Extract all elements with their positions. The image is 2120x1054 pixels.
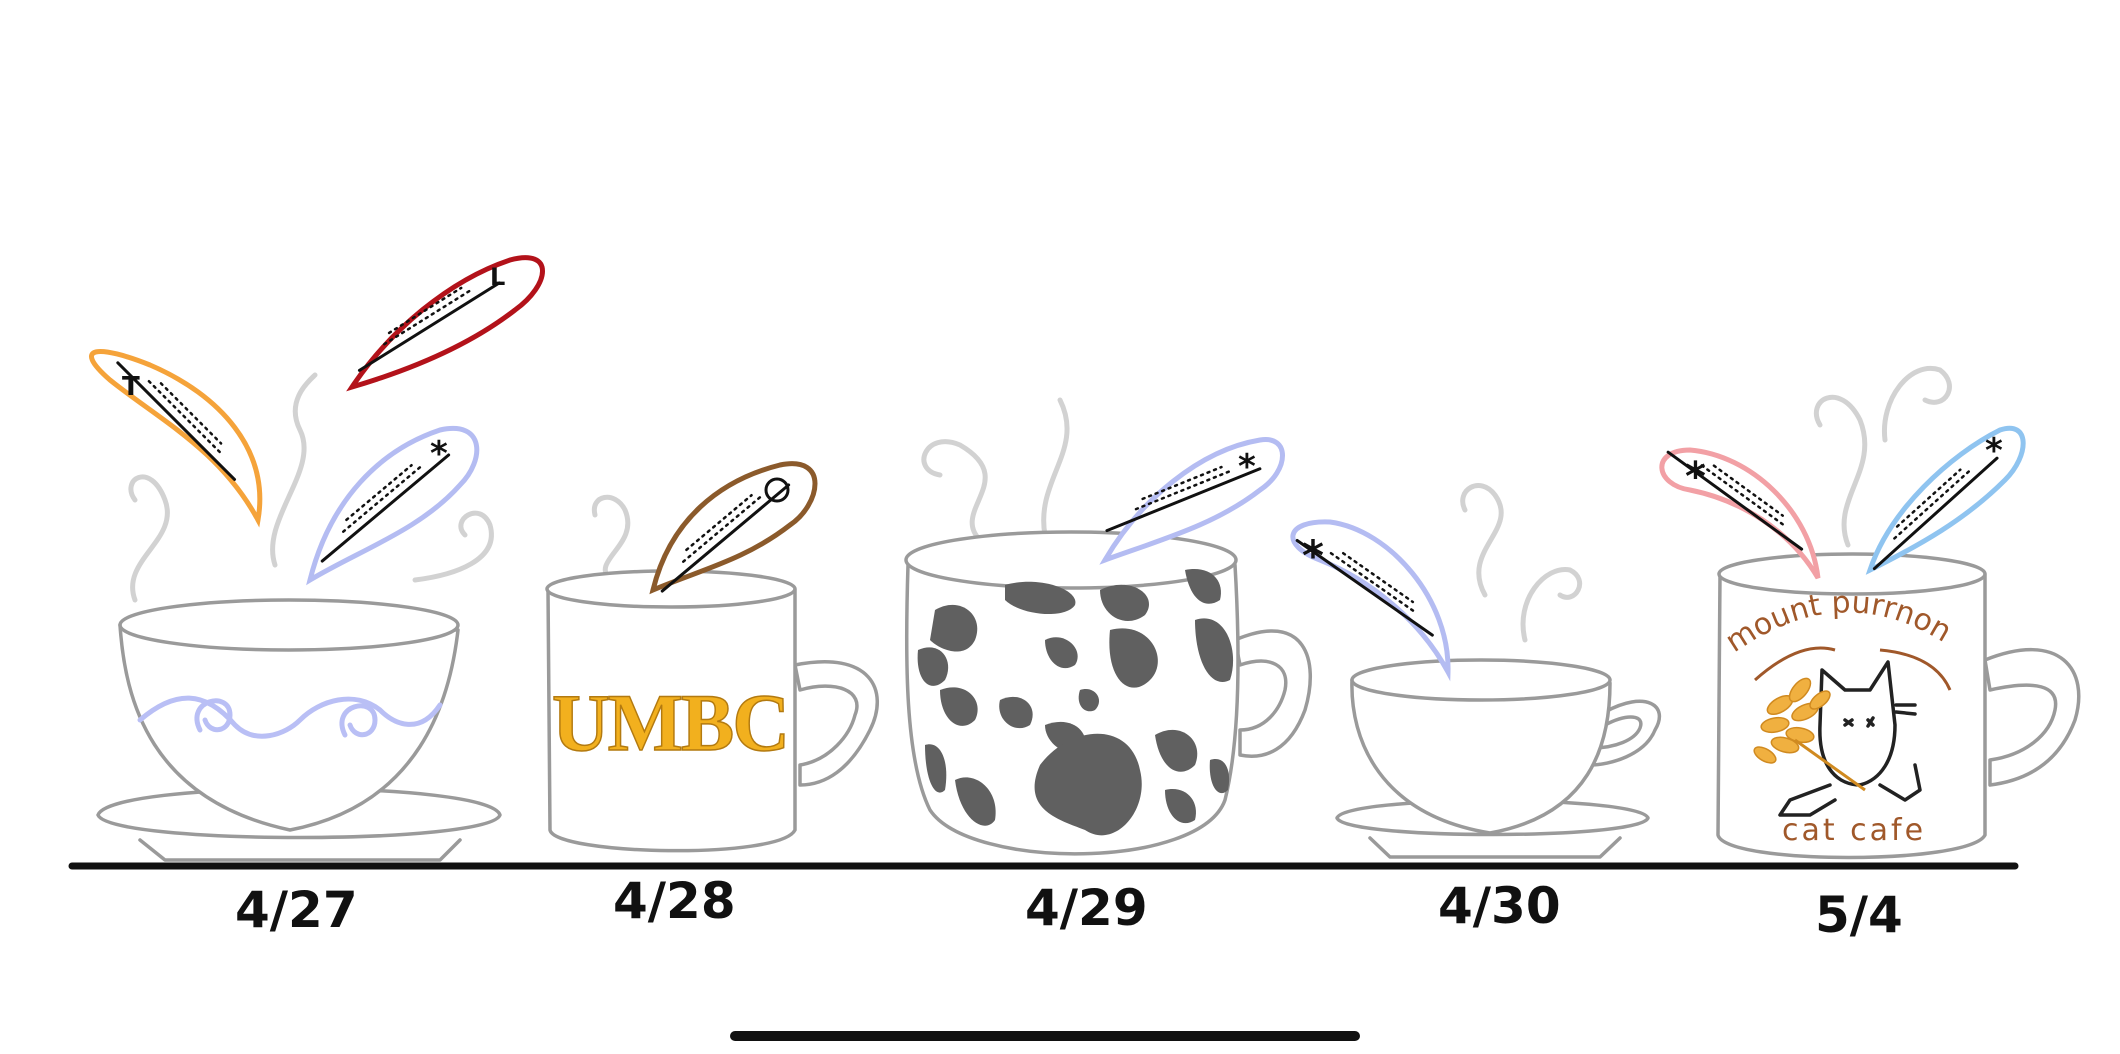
- wave-swirl: [339, 703, 378, 738]
- wave-swirl: [194, 698, 233, 733]
- thermometer-bubble-orange: [88, 349, 263, 528]
- svg-text:*: *: [1985, 431, 2003, 471]
- wheat-bundle-icon: [1753, 677, 1866, 792]
- thermometer-bubble-lavender: [1099, 437, 1285, 565]
- date-label-4-30: 4/30: [1438, 877, 1561, 935]
- thermometer-bubble-lavender: [306, 426, 480, 586]
- home-indicator[interactable]: [730, 1031, 1360, 1041]
- steam-wisp: [412, 510, 494, 583]
- date-label-4-27: 4/27: [235, 881, 358, 939]
- mug-handle: [1233, 629, 1313, 758]
- cafe-name-bottom: cat cafe: [1782, 813, 1926, 848]
- svg-text:L: L: [490, 263, 505, 291]
- cup-4-28: UMBC: [545, 461, 880, 853]
- mug-handle: [793, 660, 880, 787]
- umbc-logo: UMBC: [552, 677, 788, 768]
- saucer-foot: [138, 838, 462, 862]
- date-label-5-4: 5/4: [1815, 886, 1903, 944]
- steam-wisp: [128, 474, 170, 603]
- svg-text:*: *: [1238, 447, 1256, 487]
- thermometer-bubble-lavender: [1290, 519, 1451, 682]
- date-label-4-29: 4/29: [1025, 879, 1148, 937]
- cow-spots: [917, 569, 1234, 836]
- svg-text:T: T: [122, 372, 140, 402]
- steam-wisp: [1881, 366, 1952, 443]
- cup-4-30: *: [1290, 483, 1662, 859]
- steam-wisp: [591, 494, 631, 583]
- teacup-rim: [1350, 658, 1612, 702]
- steam-wisp: [1041, 397, 1070, 538]
- svg-text:*: *: [1685, 454, 1706, 500]
- cup-4-27: T L *: [88, 255, 545, 862]
- thermometer-bubble-red: [346, 255, 545, 392]
- mug-body: [904, 563, 1240, 856]
- teacup-rim: [118, 598, 460, 652]
- mug-rim: [1717, 552, 1987, 596]
- mug-handle: [1983, 648, 2081, 787]
- teacup-body: [1350, 678, 1612, 835]
- steam-wisp: [270, 372, 318, 568]
- mug-rim: [904, 530, 1238, 590]
- thermometer-bubble-sky: [1865, 425, 2026, 575]
- cup-4-29: *: [904, 397, 1313, 856]
- date-label-4-28: 4/28: [613, 872, 736, 930]
- steam-wisp: [921, 439, 988, 543]
- steam-wisp: [1520, 567, 1583, 643]
- svg-text:*: *: [1302, 531, 1324, 580]
- svg-text:*: *: [430, 434, 448, 474]
- saucer-foot: [1368, 836, 1622, 859]
- steam-wisp: [1460, 483, 1504, 598]
- thermometer-bubble-brown: [649, 461, 818, 595]
- steam-wisp: [1813, 394, 1868, 548]
- wave-pattern: [137, 695, 443, 739]
- cup-5-4: mount purrnon cat cafe *: [1659, 366, 2081, 860]
- mug-body: [546, 588, 797, 853]
